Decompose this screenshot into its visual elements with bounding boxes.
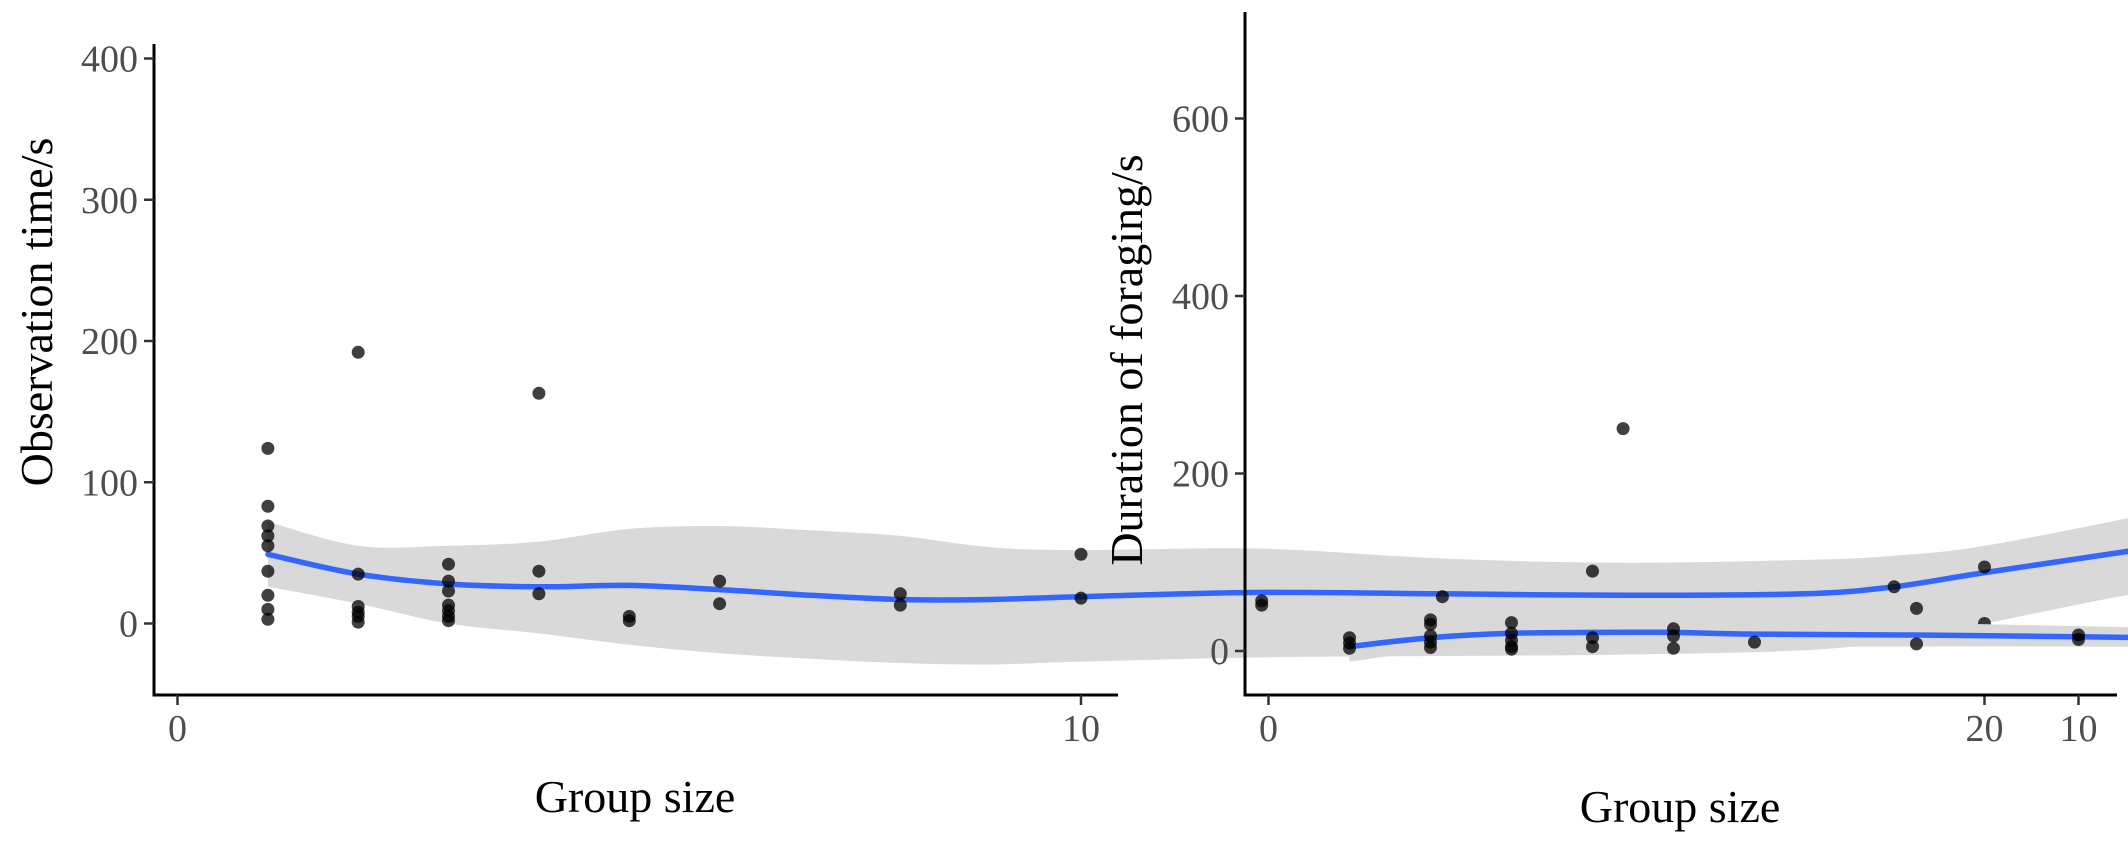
- x-tick-label: 0: [168, 708, 187, 750]
- data-point: [2072, 633, 2085, 646]
- data-point: [261, 519, 275, 533]
- data-point: [532, 386, 546, 400]
- data-point: [1505, 616, 1518, 630]
- data-point: [351, 345, 365, 359]
- data-points-layer: [1343, 564, 2085, 656]
- data-point: [1667, 629, 1680, 643]
- axes-layer: 0102030400100200300400: [81, 39, 2004, 751]
- x-tick-label: 20: [1966, 708, 2004, 750]
- data-points-layer: [261, 345, 1991, 630]
- y-tick-label: 0: [1210, 631, 1229, 673]
- data-point: [1910, 601, 1923, 615]
- data-point: [1074, 547, 1088, 561]
- y-tick-label: 400: [81, 39, 138, 81]
- y-tick-label: 400: [1172, 276, 1229, 318]
- data-point: [1424, 617, 1437, 631]
- y-axis-title: Observation time/s: [11, 138, 62, 487]
- data-point: [1343, 641, 1356, 655]
- data-point: [1074, 591, 1088, 605]
- data-point: [261, 441, 275, 455]
- data-point: [1586, 631, 1599, 645]
- data-point: [261, 539, 275, 553]
- data-point: [1910, 637, 1923, 651]
- smooth-fit-line: [265, 548, 2128, 603]
- data-point: [893, 598, 907, 612]
- smooth-fit-line: [1346, 629, 2128, 650]
- confidence-band: [1349, 617, 2128, 662]
- x-tick-label: 10: [2060, 708, 2098, 750]
- data-point: [1616, 422, 1630, 436]
- y-tick-label: 200: [81, 321, 138, 363]
- data-point: [261, 612, 275, 626]
- data-point: [1978, 560, 1991, 574]
- x-tick-label: 10: [1062, 708, 1100, 750]
- data-point: [532, 587, 546, 601]
- data-point: [261, 529, 275, 543]
- data-point: [622, 614, 636, 628]
- data-point: [261, 564, 275, 578]
- x-axis-title: Group size: [1580, 781, 1781, 832]
- y-tick-label: 200: [1172, 454, 1229, 496]
- data-point: [442, 557, 455, 571]
- data-point: [1586, 640, 1599, 654]
- data-point: [261, 588, 275, 602]
- data-point: [1748, 635, 1761, 649]
- data-point: [261, 499, 275, 513]
- data-point: [1887, 580, 1901, 594]
- axes-layer: 0102030400200400600: [1172, 12, 2117, 750]
- y-tick-label: 0: [119, 604, 138, 646]
- foraging-duration-panel: 0102030400200400600 Group size Duration …: [1101, 12, 2128, 832]
- data-point: [1586, 564, 1599, 578]
- smooth-line-layer: [1346, 629, 2128, 650]
- data-point: [1255, 598, 1269, 612]
- x-tick-label: 0: [1259, 708, 1278, 750]
- y-tick-label: 300: [81, 180, 138, 222]
- data-point: [713, 597, 727, 611]
- data-point: [261, 602, 275, 616]
- data-point: [1435, 590, 1449, 604]
- data-point: [442, 574, 455, 588]
- smooth-line-layer: [265, 548, 2128, 603]
- observation-time-panel: 0102030400100200300400 Group size Observ…: [11, 39, 2128, 822]
- x-axis-title: Group size: [535, 771, 736, 822]
- data-point: [893, 587, 907, 601]
- data-point: [1424, 641, 1437, 654]
- y-tick-label: 100: [81, 462, 138, 504]
- data-point: [1505, 642, 1518, 656]
- y-tick-label: 600: [1172, 99, 1229, 141]
- confidence-band-layer: [1349, 617, 2128, 662]
- data-point: [351, 567, 365, 581]
- y-axis-title: Duration of foraging/s: [1101, 154, 1152, 565]
- data-point: [532, 564, 546, 578]
- data-point: [351, 615, 365, 629]
- data-point: [1667, 641, 1680, 655]
- data-point: [713, 574, 727, 588]
- data-point: [442, 584, 455, 598]
- data-point: [442, 614, 455, 628]
